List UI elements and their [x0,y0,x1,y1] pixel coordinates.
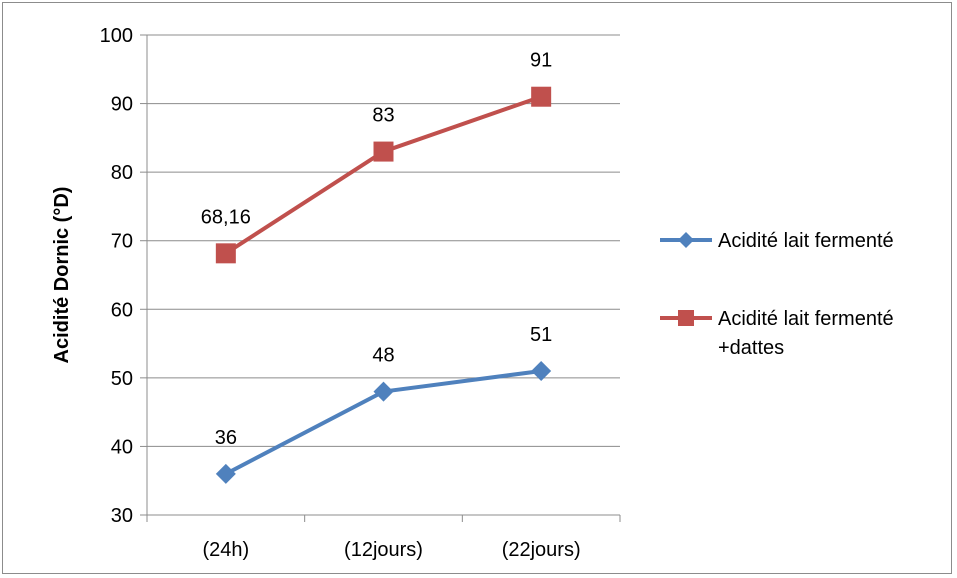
data-point [373,381,394,402]
series-2: 68,16 83 91 [201,50,552,264]
x-tick-label: (24h) [202,539,249,561]
y-tick-label: 80 [111,162,133,184]
y-tick-label: 90 [111,94,133,116]
y-tick-label: 50 [111,368,133,390]
series-1: 36 48 51 [215,324,552,484]
y-axis: 30 40 50 60 70 80 90 100 [100,25,148,527]
data-label: 91 [530,50,552,72]
legend: Acidité lait fermenté Acidité lait ferme… [660,230,894,359]
x-axis: (24h) (12jours) (22jours) [146,514,621,561]
y-tick-label: 100 [100,25,133,47]
legend-label-series-2-line-1: Acidité lait fermenté [718,308,894,330]
data-point [215,243,236,264]
y-axis-label: Acidité Dornic (°D) [51,187,73,364]
y-tick-label: 70 [111,231,133,253]
legend-label-series-2-line-2: +dattes [718,337,784,359]
y-tick-label: 40 [111,436,133,458]
legend-marker-diamond [678,232,694,248]
data-label: 36 [215,427,237,449]
legend-item-acidite-lait-fermente-dattes: Acidité lait fermenté +dattes [660,308,894,359]
data-label: 83 [372,105,394,127]
y-tick-label: 30 [111,505,133,527]
data-point [531,86,552,107]
legend-marker-square [678,310,694,326]
data-point [531,361,552,381]
data-point [373,141,394,162]
data-label: 51 [530,324,552,346]
x-tick-label: (12jours) [344,539,423,561]
data-label: 68,16 [201,206,251,228]
series-layer: 36 48 51 68,16 83 91 [201,50,552,484]
y-tick-label: 60 [111,299,133,321]
data-point [215,463,236,484]
data-label: 48 [372,345,394,367]
legend-item-acidite-lait-fermente: Acidité lait fermenté [660,230,894,252]
legend-label-series-1: Acidité lait fermenté [718,230,894,252]
x-tick-label: (22jours) [502,539,581,561]
